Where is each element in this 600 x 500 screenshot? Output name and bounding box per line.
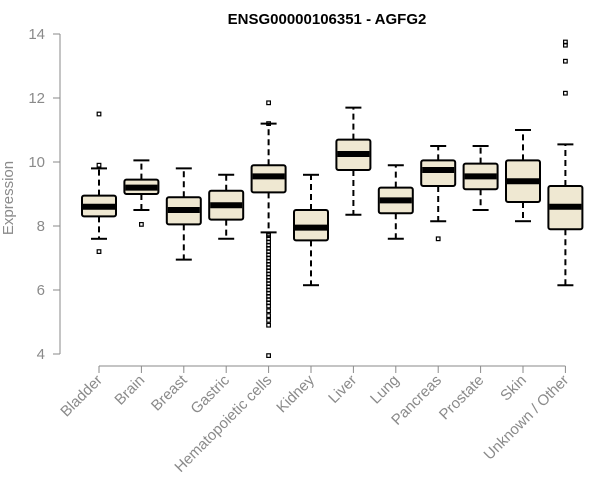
outlier-point: [96, 162, 102, 168]
outlier-point: [266, 121, 271, 127]
x-tick-label: Breast: [148, 371, 191, 414]
box-bladder: [81, 111, 117, 255]
y-tick-label: 6: [37, 282, 45, 299]
box-series: [81, 39, 584, 358]
y-tick-label: 12: [28, 90, 45, 107]
outlier-point: [266, 308, 271, 314]
box-unknown-other: [547, 39, 584, 287]
outlier-point: [96, 249, 102, 255]
x-tick-label: Brain: [111, 372, 148, 409]
outlier-point: [562, 58, 568, 64]
box-lung: [377, 164, 414, 240]
outlier-point: [266, 318, 271, 323]
y-tick-label: 14: [28, 26, 45, 43]
outlier-point: [562, 39, 568, 45]
outlier-point: [266, 100, 271, 106]
outlier-point: [266, 303, 271, 309]
x-tick-label: Liver: [325, 372, 360, 407]
outlier-point: [562, 90, 568, 96]
x-tick-label: Lung: [367, 372, 403, 408]
outlier-point: [266, 322, 271, 328]
box-brain: [123, 159, 160, 227]
chart-title: ENSG00000106351 - AGFG2: [228, 11, 427, 28]
box-gastric: [208, 173, 245, 240]
x-tick-label: Kidney: [273, 371, 318, 416]
box-skin: [505, 129, 541, 223]
y-tick-label: 4: [37, 346, 45, 363]
x-tick-label: Skin: [497, 372, 530, 405]
outlier-point: [435, 236, 441, 242]
box-breast: [165, 167, 202, 261]
outlier-point: [266, 313, 271, 318]
x-tick-label: Prostate: [436, 372, 488, 424]
y-tick-label: 8: [37, 218, 45, 235]
box-prostate: [462, 145, 499, 211]
outlier-point: [266, 353, 271, 358]
x-tick-label: Bladder: [57, 372, 106, 421]
y-axis-label: Expression: [0, 161, 17, 235]
y-tick-label: 10: [28, 154, 45, 171]
y-axis: 4 6 8 10 12 14: [28, 26, 61, 363]
outlier-point: [96, 111, 102, 117]
box-liver: [335, 106, 372, 216]
box-pancreas: [420, 145, 457, 242]
box-kidney: [293, 173, 329, 287]
iqr-box: [420, 159, 457, 187]
outlier-point: [139, 222, 144, 227]
box-hematopoietic-cells: [250, 100, 287, 358]
